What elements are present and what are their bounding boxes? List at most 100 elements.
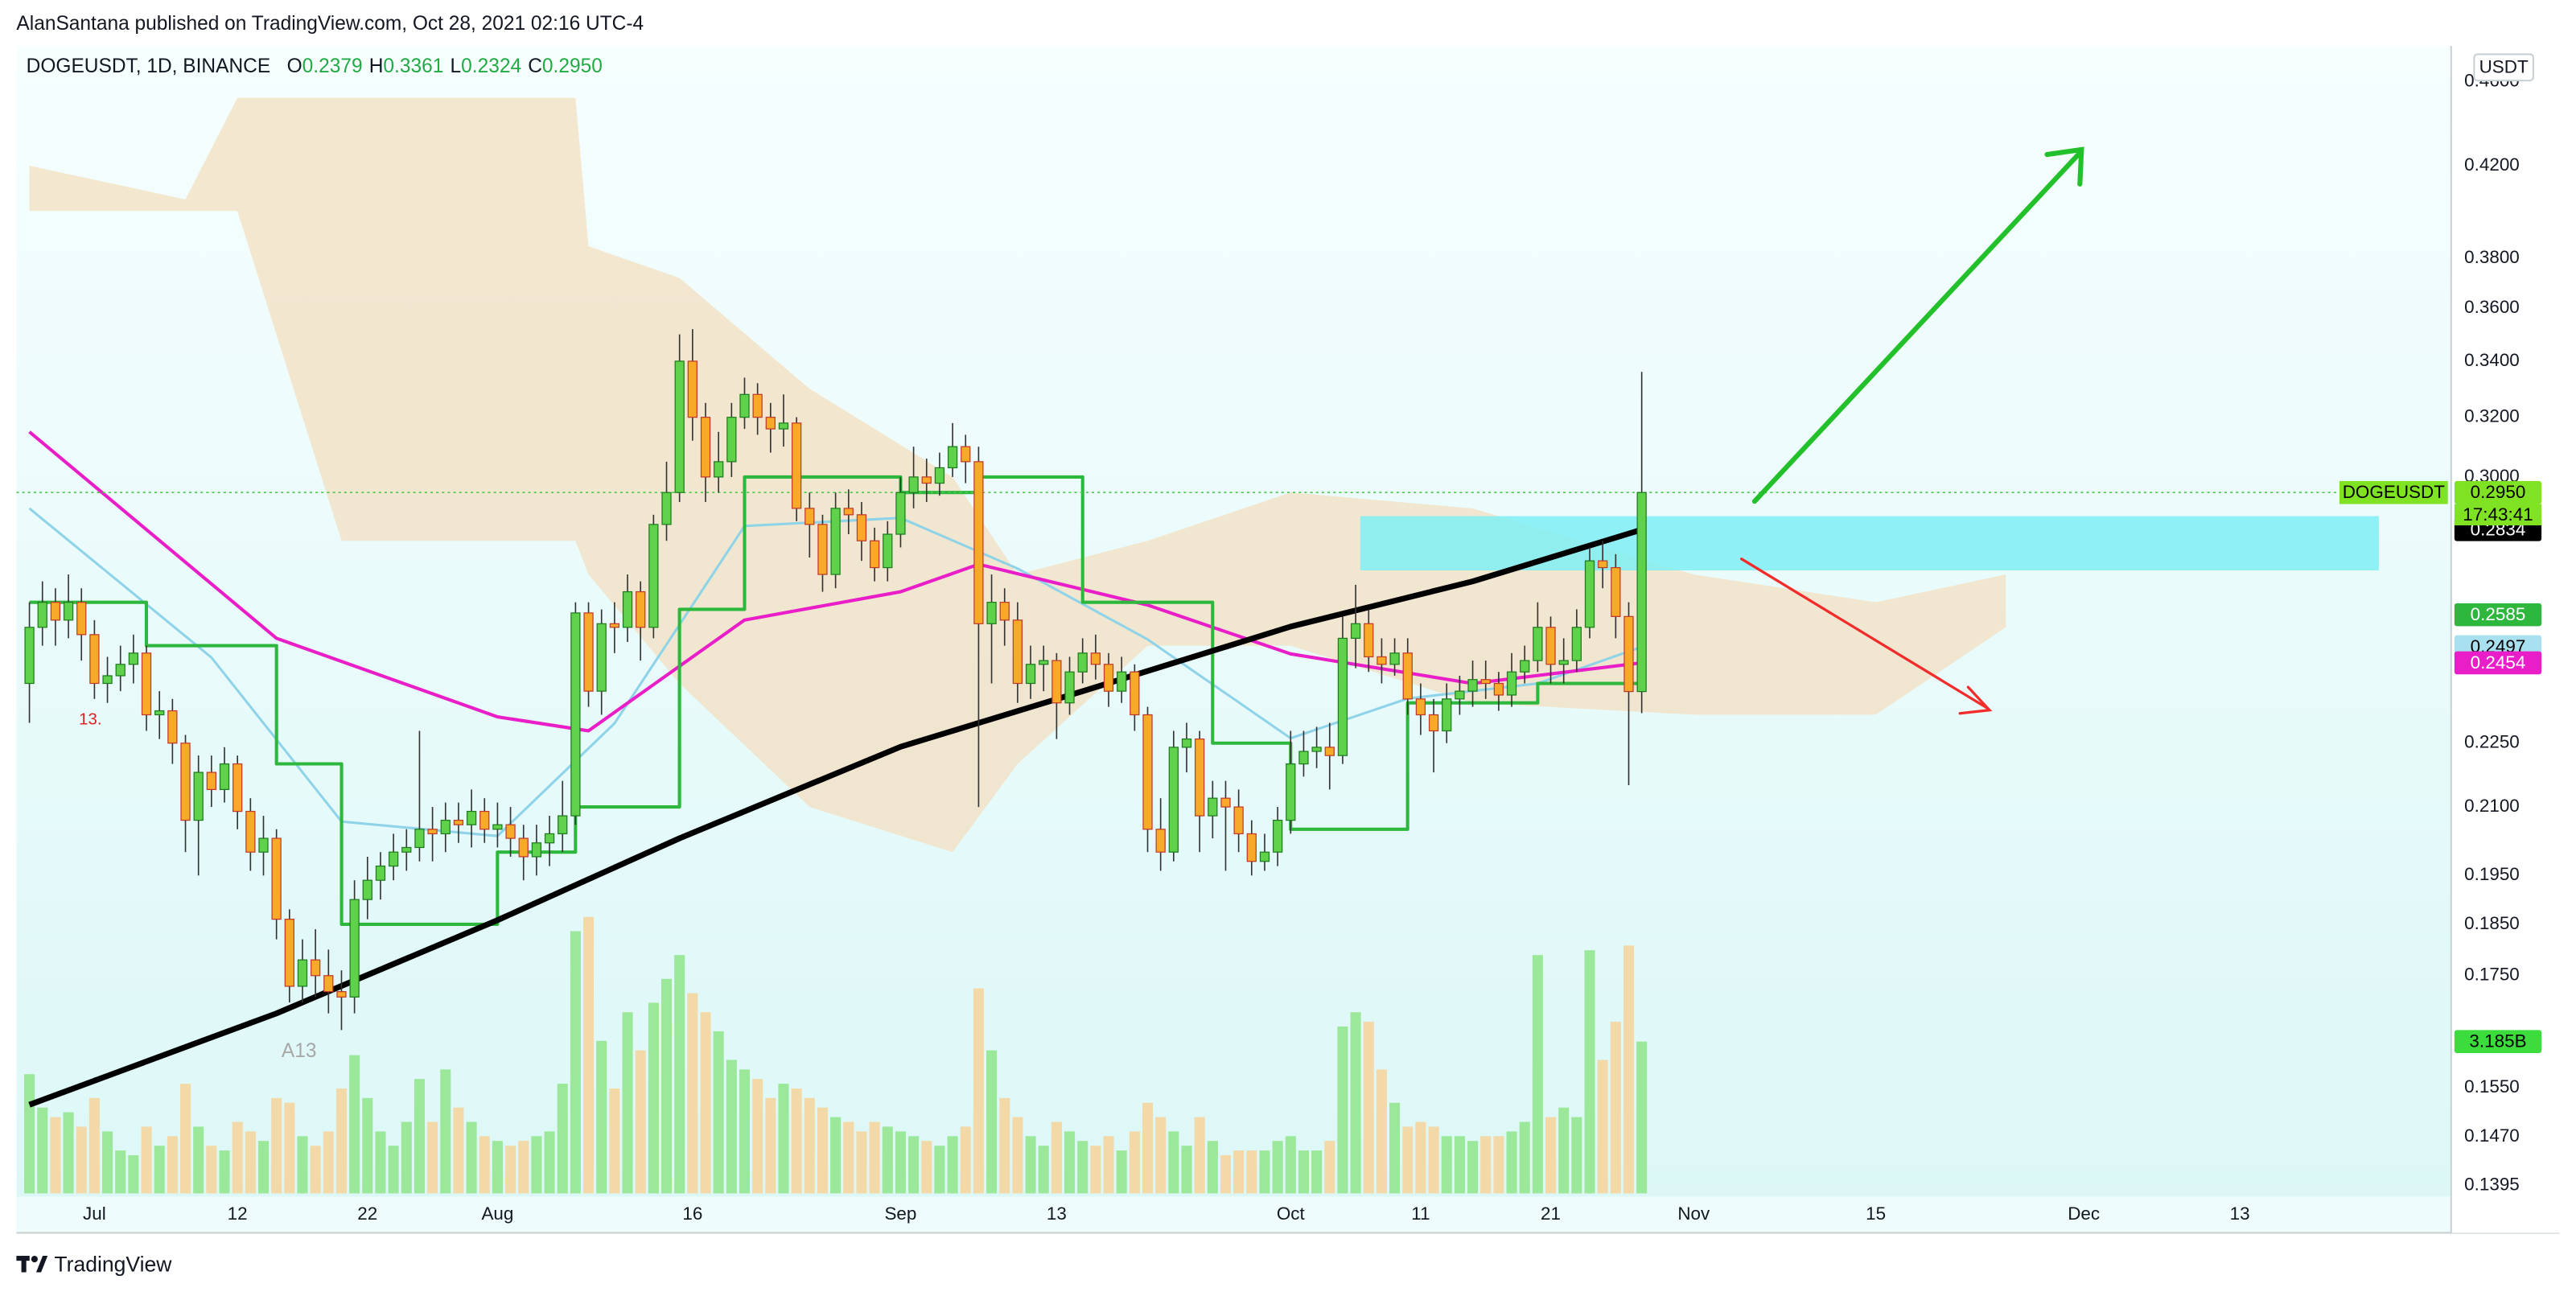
x-tick-label: Sep xyxy=(884,1204,916,1224)
candle-body xyxy=(128,652,139,665)
line-value-label-bg xyxy=(2454,651,2542,675)
volume-bar xyxy=(375,1131,386,1194)
ohlc-key: O xyxy=(287,56,302,77)
candle-body xyxy=(1428,714,1439,732)
volume-bar xyxy=(1519,1121,1530,1194)
candle-body xyxy=(1467,679,1478,692)
candle-body xyxy=(570,612,581,817)
volume-bar xyxy=(1545,1117,1557,1194)
volume-bar xyxy=(999,1097,1010,1194)
volume-bar xyxy=(453,1107,464,1194)
y-tick-label: 0.1850 xyxy=(2464,913,2520,933)
candle-body xyxy=(636,590,646,628)
volume-bar xyxy=(947,1136,958,1194)
x-tick-label: Dec xyxy=(2068,1204,2100,1224)
volume-bar xyxy=(167,1136,178,1194)
y-tick-label: 0.1470 xyxy=(2464,1125,2520,1146)
volume-bar xyxy=(869,1121,880,1194)
candle-body xyxy=(1259,851,1270,862)
volume-bar xyxy=(1363,1022,1374,1194)
volume-bar xyxy=(1155,1117,1167,1194)
candle-body xyxy=(1545,627,1556,665)
candle-body xyxy=(1195,739,1205,817)
brand: TradingView xyxy=(54,1252,172,1276)
volume-bar xyxy=(622,1012,633,1194)
volume-bar xyxy=(440,1069,451,1194)
volume-bar xyxy=(310,1146,321,1194)
volume-bar xyxy=(518,1141,529,1194)
candle-body xyxy=(1364,623,1374,658)
annotation: A13 xyxy=(282,1040,317,1062)
candle-body xyxy=(427,829,438,835)
x-tick-label: 13 xyxy=(1047,1204,1067,1224)
candle-body xyxy=(271,837,282,920)
volume-bar xyxy=(895,1131,906,1194)
candle-body xyxy=(1389,652,1400,665)
candle-body xyxy=(245,810,256,853)
candle-body xyxy=(1155,829,1166,853)
volume-bar xyxy=(609,1088,620,1194)
arrow-up xyxy=(1751,146,2084,504)
volume-bar xyxy=(1181,1146,1192,1194)
candle-body xyxy=(765,417,776,430)
ohlc-value: 0.2324 xyxy=(461,56,521,77)
volume-bar xyxy=(1597,1060,1608,1194)
volume-bar xyxy=(63,1112,74,1194)
line-value-label-bg xyxy=(2454,603,2542,627)
candle-body xyxy=(1506,671,1517,696)
volume-bar xyxy=(297,1136,308,1194)
candle-body xyxy=(739,393,750,418)
y-tick-label: 0.1550 xyxy=(2464,1076,2520,1097)
candle-body xyxy=(674,360,685,493)
candle-body xyxy=(1168,747,1179,853)
candle-body xyxy=(1533,627,1543,661)
candle-body xyxy=(1103,664,1114,692)
volume-bar xyxy=(284,1102,295,1194)
candle-body xyxy=(895,492,906,535)
countdown: 17:43:41 xyxy=(2463,504,2533,525)
volume-bar xyxy=(660,978,673,1194)
volume-bar xyxy=(206,1146,217,1194)
candle-body xyxy=(89,634,100,685)
candle-body xyxy=(76,602,87,636)
y-tick-label: 0.2250 xyxy=(2464,732,2520,752)
zone-box xyxy=(1360,516,2379,571)
ohlc-value: 0.2379 xyxy=(302,56,363,77)
volume-bar xyxy=(934,1146,945,1194)
volume-bar xyxy=(1389,1102,1401,1194)
volume-bar xyxy=(635,1050,646,1194)
volume-bar xyxy=(1441,1136,1452,1194)
candle-body xyxy=(1117,671,1127,692)
candle-body xyxy=(193,771,204,821)
candle-body xyxy=(1208,797,1218,817)
candle-body xyxy=(1012,619,1023,685)
candle-body xyxy=(558,815,568,835)
candle-body xyxy=(830,508,841,575)
brand-logo xyxy=(16,1256,48,1273)
candle-body xyxy=(883,533,893,569)
candle-body xyxy=(1636,492,1647,693)
volume-label-bg xyxy=(2454,1030,2542,1053)
volume-bar xyxy=(1064,1131,1076,1194)
volume-bar xyxy=(531,1136,542,1194)
volume-bar xyxy=(1025,1136,1036,1194)
volume-bar xyxy=(830,1117,842,1194)
volume-bar xyxy=(1129,1131,1140,1194)
volume-bar xyxy=(1142,1102,1154,1194)
candle-body xyxy=(1246,833,1257,862)
unit-label: USDT xyxy=(2479,57,2529,77)
volume-bar xyxy=(1298,1150,1309,1194)
volume-bar xyxy=(1493,1136,1504,1194)
x-tick-label: Nov xyxy=(1677,1204,1710,1224)
x-tick-label: 21 xyxy=(1541,1204,1561,1224)
volume-bar xyxy=(115,1150,126,1194)
x-tick-label: Oct xyxy=(1277,1204,1306,1224)
candle-body xyxy=(141,652,152,716)
volume-bar xyxy=(765,1097,776,1194)
candle-body xyxy=(1181,739,1192,748)
volume-bar xyxy=(349,1055,360,1194)
volume-bar xyxy=(1324,1141,1335,1194)
volume-bar xyxy=(466,1121,477,1194)
candle-body xyxy=(1298,751,1309,765)
symbol-badge: DOGEUSDT xyxy=(2343,482,2445,502)
